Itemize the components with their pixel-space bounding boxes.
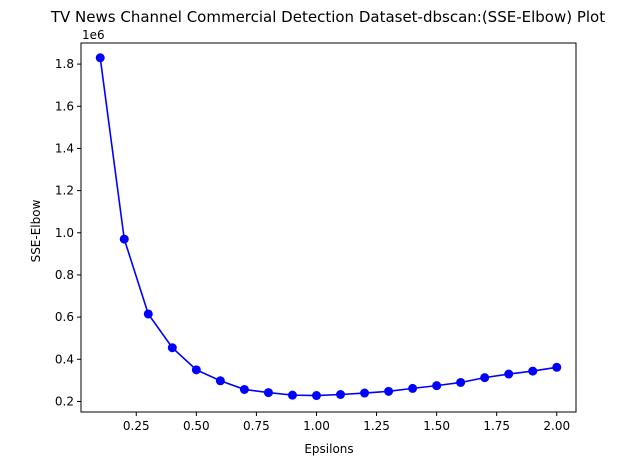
data-point — [360, 388, 370, 398]
data-point — [119, 234, 129, 244]
data-point — [552, 362, 562, 372]
data-point — [191, 365, 201, 375]
y-tick-label: 1.6 — [55, 99, 74, 113]
chart-title: TV News Channel Commercial Detection Dat… — [50, 8, 605, 26]
y-axis-offset-label: 1e6 — [82, 28, 105, 42]
x-tick-label: 0.50 — [183, 419, 210, 433]
axes-frame — [80, 42, 577, 413]
data-point — [263, 388, 273, 398]
plot-area: 0.25 0.50 0.75 1.00 1.25 1.50 1.75 2.00 0.2 0.4 0.… — [55, 42, 577, 433]
data-point — [456, 377, 466, 387]
data-point — [215, 376, 225, 386]
y-tick-label: 1.4 — [55, 141, 74, 155]
data-point — [432, 381, 442, 391]
y-tick-label: 1.2 — [55, 184, 74, 198]
y-tick-label: 1.0 — [55, 226, 74, 240]
x-tick-label: 1.75 — [483, 419, 510, 433]
x-tick-label: 1.25 — [363, 419, 390, 433]
x-tick-label: 0.75 — [243, 419, 270, 433]
data-point — [336, 389, 346, 399]
data-point — [408, 383, 418, 393]
y-tick-label: 0.8 — [55, 268, 74, 282]
data-point — [504, 369, 514, 379]
y-axis-label: SSE-Elbow — [29, 199, 43, 262]
y-tick-label: 0.6 — [55, 310, 74, 324]
y-tick-label: 1.8 — [55, 57, 74, 71]
data-point — [239, 384, 249, 394]
x-tick-label: 0.25 — [123, 419, 150, 433]
data-point — [95, 53, 105, 63]
data-point — [384, 386, 394, 396]
y-tick-label: 0.2 — [55, 394, 74, 408]
x-tick-label: 1.50 — [423, 419, 450, 433]
x-tick-label: 2.00 — [543, 419, 570, 433]
y-tick-label: 0.4 — [55, 352, 74, 366]
data-point — [287, 390, 297, 400]
x-tick-label: 1.00 — [303, 419, 330, 433]
data-point — [143, 309, 153, 319]
data-point — [311, 391, 321, 401]
data-point — [480, 373, 490, 383]
x-axis-label: Epsilons — [304, 442, 353, 456]
data-point — [167, 343, 177, 353]
data-point — [528, 366, 538, 376]
